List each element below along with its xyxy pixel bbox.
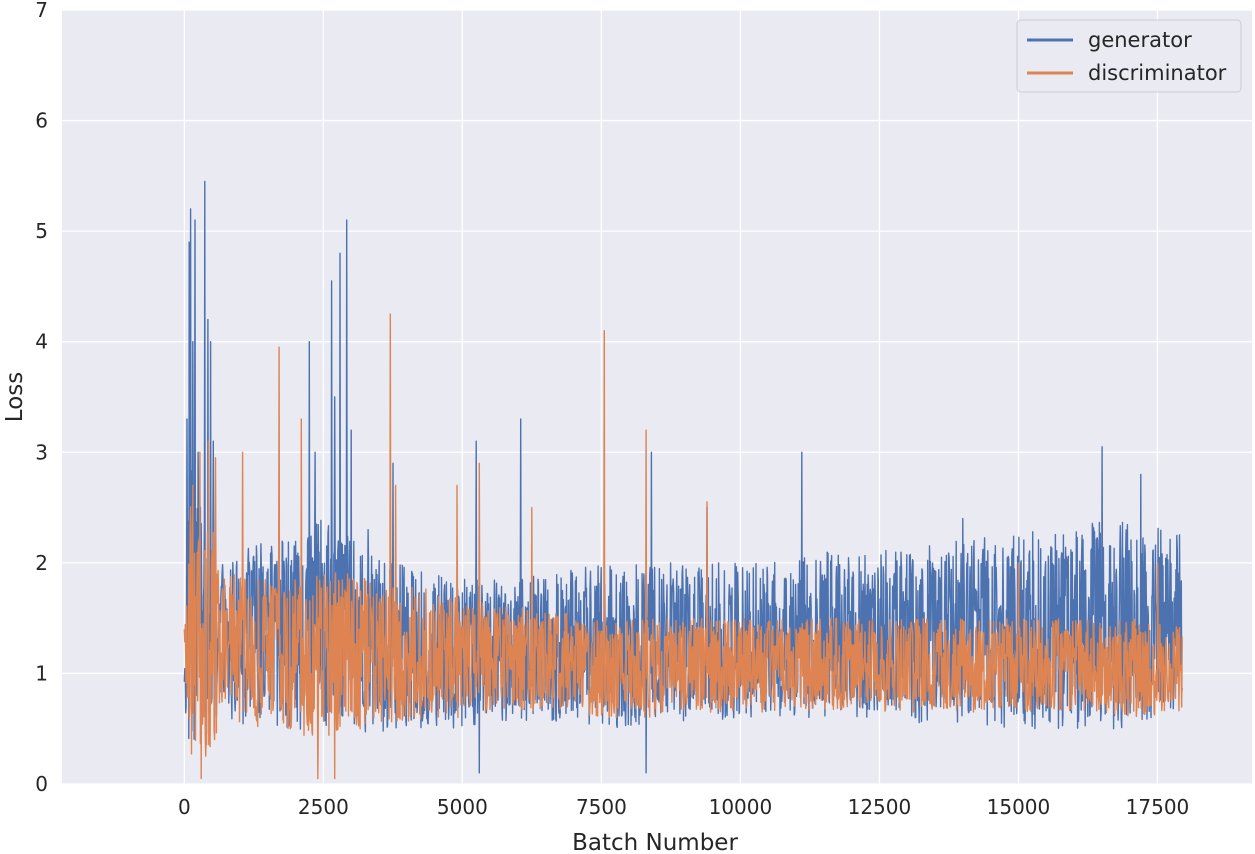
y-tick-label: 4 — [35, 330, 48, 354]
x-tick-label: 5000 — [437, 795, 488, 819]
y-axis-label: Loss — [2, 372, 28, 422]
y-tick-label: 0 — [35, 772, 48, 796]
y-tick-label: 7 — [35, 0, 48, 22]
x-tick-label: 15000 — [987, 795, 1051, 819]
y-tick-label: 1 — [35, 661, 48, 685]
x-axis: 0 2500 5000 7500 10000 12500 15000 17500 — [178, 795, 1189, 819]
y-axis: 0 1 2 3 4 5 6 7 — [35, 0, 48, 796]
x-tick-label: 0 — [178, 795, 191, 819]
y-tick-label: 2 — [35, 551, 48, 575]
y-tick-label: 5 — [35, 219, 48, 243]
x-axis-label: Batch Number — [572, 830, 738, 854]
x-tick-label: 10000 — [709, 795, 773, 819]
series-line-discriminator — [183, 313, 1183, 780]
y-tick-label: 3 — [35, 440, 48, 464]
y-tick-label: 6 — [35, 109, 48, 133]
legend: generator discriminator — [1016, 19, 1242, 93]
x-tick-label: 12500 — [848, 795, 912, 819]
x-tick-label: 2500 — [298, 795, 349, 819]
legend-label-generator: generator — [1088, 28, 1192, 52]
x-tick-label: 17500 — [1126, 795, 1190, 819]
x-tick-label: 7500 — [576, 795, 627, 819]
series-layer — [183, 180, 1183, 780]
legend-label-discriminator: discriminator — [1088, 61, 1227, 85]
